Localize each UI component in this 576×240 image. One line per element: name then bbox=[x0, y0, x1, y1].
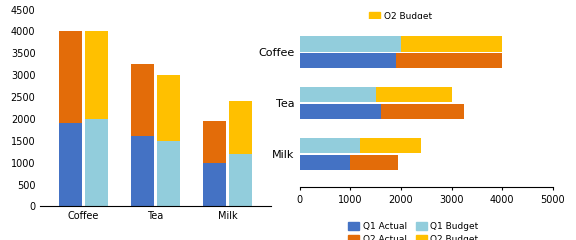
Bar bbox=[229, 102, 252, 154]
Bar bbox=[396, 53, 502, 68]
Bar bbox=[157, 141, 180, 206]
Bar bbox=[401, 36, 502, 52]
Bar bbox=[381, 104, 464, 119]
Bar bbox=[376, 87, 452, 102]
Bar bbox=[157, 75, 180, 141]
Bar bbox=[59, 31, 82, 123]
Bar bbox=[203, 163, 226, 206]
Legend: Q1 Actual, Q2 Actual, Q1 Budget, Q2 Budget: Q1 Actual, Q2 Actual, Q1 Budget, Q2 Budg… bbox=[348, 222, 479, 240]
Bar bbox=[300, 87, 376, 102]
Bar bbox=[131, 136, 154, 206]
Bar bbox=[300, 36, 401, 52]
Bar bbox=[203, 121, 226, 163]
Bar bbox=[300, 104, 381, 119]
Legend: Q2 Budget, Q1 Budget, Q2 Actual, Q1 Actual: Q2 Budget, Q1 Budget, Q2 Actual, Q1 Actu… bbox=[369, 12, 432, 64]
Bar bbox=[59, 123, 82, 206]
Bar bbox=[300, 53, 396, 68]
Bar bbox=[300, 155, 350, 170]
Bar bbox=[85, 119, 108, 206]
Bar bbox=[300, 138, 361, 153]
Bar bbox=[85, 31, 108, 119]
Bar bbox=[350, 155, 399, 170]
Bar bbox=[131, 64, 154, 136]
Bar bbox=[361, 138, 421, 153]
Bar bbox=[229, 154, 252, 206]
